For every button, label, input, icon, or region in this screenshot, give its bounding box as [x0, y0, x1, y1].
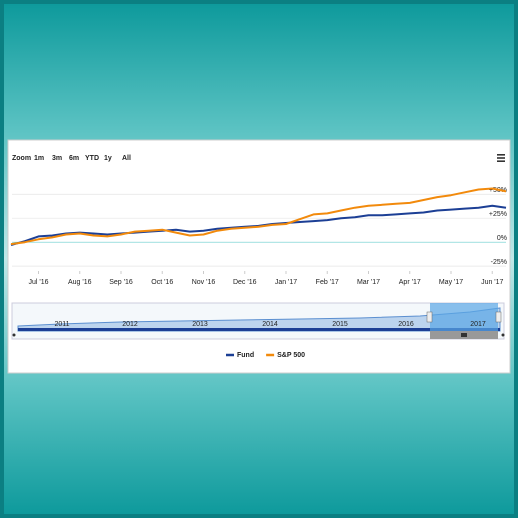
x-tick-label: Jun '17	[481, 279, 503, 286]
range-button[interactable]: 1m	[34, 155, 44, 162]
navigator	[11, 302, 505, 340]
range-button[interactable]: 3m	[52, 155, 62, 162]
y-tick-label: +25%	[489, 211, 507, 218]
x-tick-label: Sep '16	[109, 279, 133, 286]
navigator-label: 2014	[262, 321, 278, 328]
range-button[interactable]: 1y	[104, 155, 112, 162]
x-tick-label: Aug '16	[68, 279, 92, 286]
x-tick-label: Jul '16	[28, 279, 48, 286]
x-tick-label: Dec '16	[233, 279, 257, 286]
range-button[interactable]: 6m	[69, 155, 79, 162]
x-tick-label: May '17	[439, 279, 463, 286]
menu-icon[interactable]	[497, 154, 505, 162]
navigator-label: 2011	[54, 321, 69, 328]
legend-label[interactable]: S&P 500	[277, 352, 305, 359]
navigator-label: 2012	[122, 321, 138, 328]
x-tick-label: Apr '17	[399, 279, 421, 286]
x-tick-label: Oct '16	[151, 279, 173, 286]
zoom-label: Zoom	[12, 155, 31, 162]
navigator-label: 2017	[470, 321, 486, 328]
legend-label[interactable]: Fund	[237, 352, 254, 359]
y-tick-label: 0%	[497, 235, 507, 242]
y-tick-label: -25%	[491, 259, 507, 266]
x-tick-label: Nov '16	[192, 279, 216, 286]
series-line	[10, 187, 507, 246]
navigator-label: 2013	[192, 321, 208, 328]
range-button[interactable]: YTD	[85, 155, 99, 162]
x-tick-label: Jan '17	[275, 279, 297, 286]
navigator-label: 2015	[332, 321, 348, 328]
range-button[interactable]: All	[122, 155, 131, 162]
x-tick-label: Mar '17	[357, 279, 380, 286]
navigator-label: 2016	[398, 321, 414, 328]
x-tick-label: Feb '17	[316, 279, 339, 286]
